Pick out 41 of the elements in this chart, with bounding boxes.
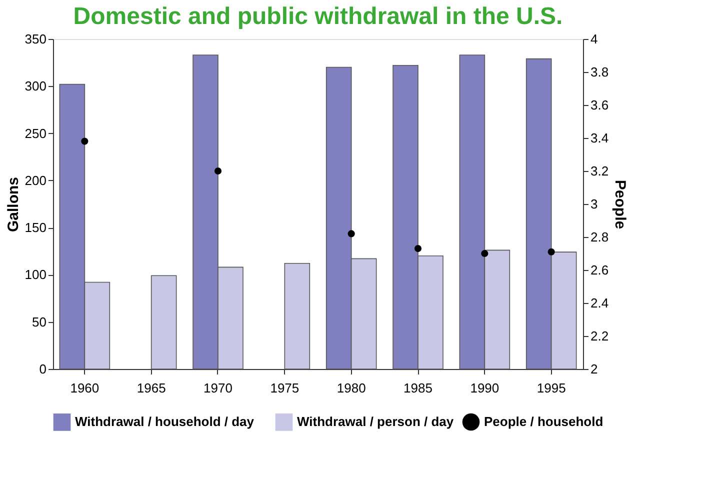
point — [214, 167, 222, 175]
point — [548, 248, 555, 256]
y-tick-label: 200 — [24, 172, 46, 188]
y-tick-label: 50 — [32, 314, 46, 330]
y2-tick-label: 3.4 — [590, 130, 609, 146]
y-tick-label: 150 — [24, 220, 46, 236]
y2-tick-label: 2 — [590, 362, 598, 376]
y2-tick-label: 4 — [590, 32, 598, 46]
x-tick-label: 1960 — [70, 380, 100, 396]
y-tick-label: 100 — [24, 267, 46, 282]
x-tick-label: 1975 — [270, 380, 300, 396]
y-axis-title: Gallons — [4, 176, 22, 232]
bar — [284, 263, 310, 370]
point — [481, 250, 488, 258]
y2-tick-label: 3.6 — [590, 98, 609, 112]
legend-label: Withdrawal / person / day — [297, 414, 454, 430]
x-tick-label: 1995 — [536, 380, 566, 396]
y-tick-label: 0 — [39, 362, 46, 376]
point — [414, 245, 422, 252]
y2-tick-label: 3.2 — [590, 164, 609, 178]
y-tick-label: 250 — [24, 126, 46, 141]
x-tick-label: 1965 — [136, 380, 166, 396]
x-tick-label: 1990 — [470, 380, 500, 396]
x-tick-label: 1970 — [204, 380, 232, 396]
y2-tick-label: 2.8 — [590, 230, 609, 244]
bar — [150, 275, 177, 370]
x-tick-label: 1980 — [336, 380, 366, 396]
y-tick-label: 300 — [24, 78, 46, 94]
y-tick-label: 350 — [24, 32, 46, 46]
y2-tick-label: 2.2 — [590, 328, 609, 344]
chart-title: Domestic and public withdrawal in the U.S. — [73, 3, 563, 30]
legend-label: People / household — [484, 414, 604, 429]
y2-tick-label: 3.8 — [590, 64, 609, 80]
x-tick-label: 1985 — [404, 380, 432, 396]
y2-axis-title: People — [612, 180, 629, 230]
y2-tick-label: 2.6 — [590, 262, 609, 278]
point — [81, 138, 88, 145]
legend-label: Withdrawal / household / day — [75, 414, 255, 430]
y2-tick-label: 3 — [590, 196, 598, 212]
point — [348, 230, 355, 238]
y2-tick-label: 2.4 — [590, 296, 609, 310]
